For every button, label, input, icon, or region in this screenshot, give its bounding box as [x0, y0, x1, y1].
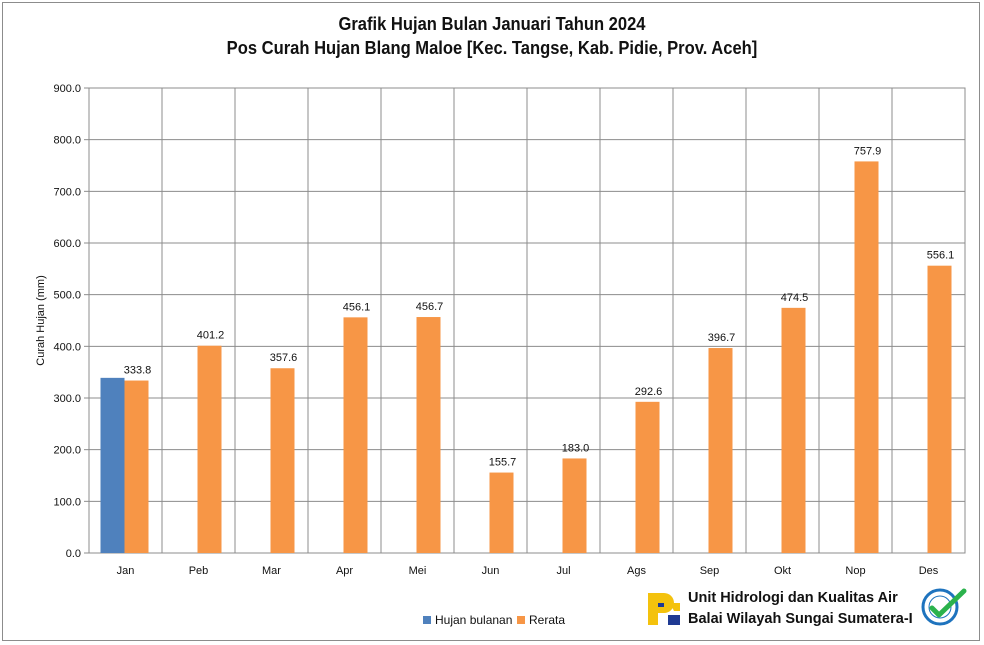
x-tick-label-peb: Peb — [189, 565, 209, 577]
legend-swatch-hujan-bulanan — [423, 616, 431, 624]
data-label-mar: 357.6 — [270, 352, 298, 364]
data-label-nop: 757.9 — [854, 145, 882, 157]
data-label-okt: 474.5 — [781, 292, 809, 304]
y-tick-label: 200.0 — [53, 445, 81, 457]
y-tick-label: 500.0 — [53, 290, 81, 302]
data-label-apr: 456.1 — [343, 301, 371, 313]
x-tick-label-nop: Nop — [845, 565, 865, 577]
bar-rerata-mar — [270, 368, 295, 553]
x-tick-label-sep: Sep — [700, 565, 720, 577]
bar-rerata-peb — [197, 345, 222, 553]
data-label-jan: 333.8 — [124, 365, 152, 377]
bar-rerata-des — [927, 265, 952, 553]
bar-rerata-sep — [708, 348, 733, 553]
bar-rerata-jan — [124, 380, 149, 553]
bar-rerata-apr — [343, 317, 368, 553]
y-tick-label: 600.0 — [53, 238, 81, 250]
x-tick-label-jun: Jun — [482, 565, 500, 577]
x-tick-label-mar: Mar — [262, 565, 281, 577]
x-tick-label-jul: Jul — [556, 565, 570, 577]
chart-title: Grafik Hujan Bulan Januari Tahun 2024 — [338, 14, 646, 34]
x-tick-label-okt: Okt — [774, 565, 791, 577]
legend-item-hujan-bulanan: Hujan bulanan — [423, 613, 512, 627]
data-label-mei: 456.7 — [416, 301, 444, 313]
x-tick-label-jan: Jan — [117, 565, 135, 577]
y-tick-label: 400.0 — [53, 341, 81, 353]
data-label-jul: 183.0 — [562, 442, 590, 454]
legend-item-rerata: Rerata — [517, 613, 565, 627]
x-tick-label-ags: Ags — [627, 565, 646, 577]
data-label-ags: 292.6 — [635, 386, 663, 398]
legend-swatch-rerata — [517, 616, 525, 624]
bar-rerata-okt — [781, 307, 806, 553]
bar-rerata-ags — [635, 401, 660, 553]
data-label-des: 556.1 — [927, 250, 955, 262]
data-label-sep: 396.7 — [708, 332, 736, 344]
y-axis-label: Curah Hujan (mm) — [35, 275, 47, 365]
x-tick-label-mei: Mei — [409, 565, 427, 577]
y-tick-label: 100.0 — [53, 496, 81, 508]
y-tick-label: 0.0 — [66, 548, 81, 560]
x-tick-label-apr: Apr — [336, 565, 353, 577]
legend-label-rerata: Rerata — [529, 613, 566, 627]
data-label-peb: 401.2 — [197, 330, 225, 342]
y-tick-label: 800.0 — [53, 135, 81, 147]
bar-rerata-jun — [489, 472, 514, 553]
organization-line2: Balai Wilayah Sungai Sumatera-I — [688, 611, 913, 627]
data-label-jun: 155.7 — [489, 457, 517, 469]
pupr-logo-icon — [644, 589, 684, 629]
bar-rerata-nop — [854, 161, 879, 553]
y-tick-label: 700.0 — [53, 186, 81, 198]
bar-rerata-jul — [562, 458, 587, 553]
legend-label-hujan-bulanan: Hujan bulanan — [435, 613, 513, 627]
chart-subtitle: Pos Curah Hujan Blang Maloe [Kec. Tangse… — [226, 38, 758, 58]
bar-hujan-bulanan-jan — [100, 377, 125, 553]
y-tick-label: 300.0 — [53, 393, 81, 405]
x-tick-label-des: Des — [919, 565, 939, 577]
organization-line1: Unit Hidrologi dan Kualitas Air — [688, 590, 898, 606]
y-tick-label: 900.0 — [53, 83, 81, 95]
certified-badge-icon — [921, 588, 967, 626]
bar-rerata-mei — [416, 317, 441, 553]
